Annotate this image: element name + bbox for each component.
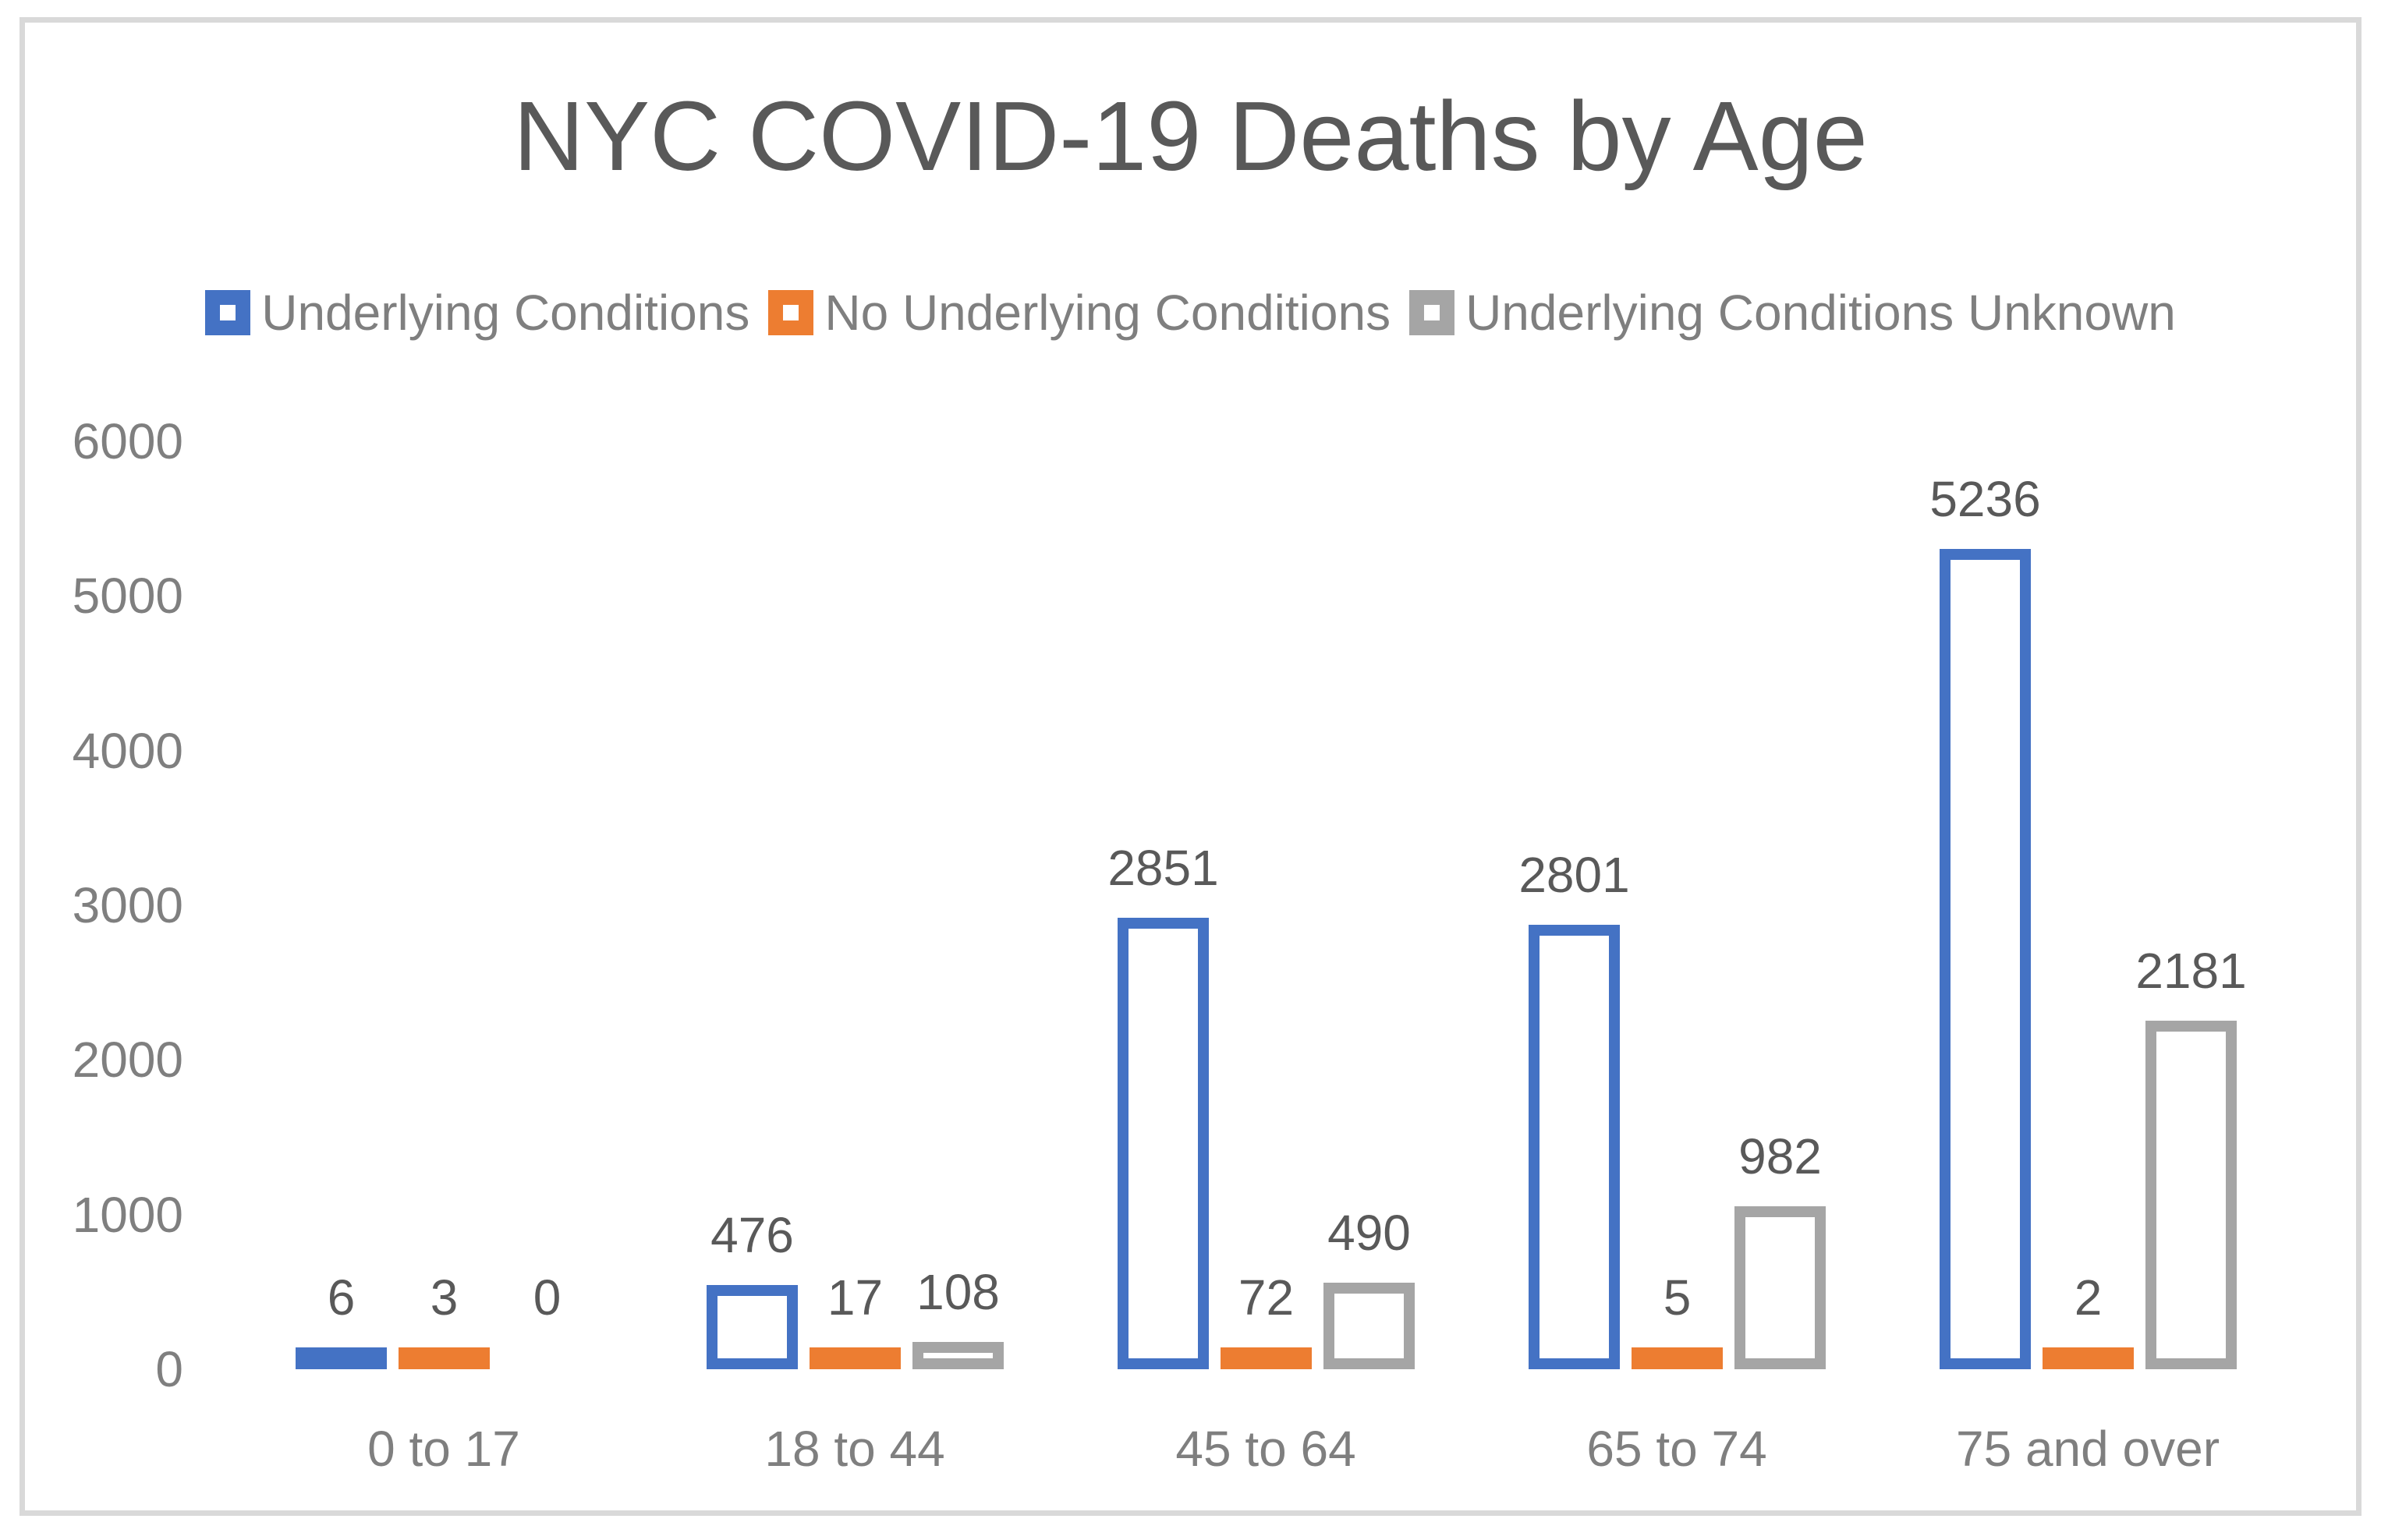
bar-no-underlying-conditions-18-to-44 (810, 1347, 901, 1369)
data-label: 2 (2074, 1269, 2103, 1326)
bar-no-underlying-conditions-45-to-64 (1221, 1347, 1312, 1369)
data-label: 476 (710, 1207, 794, 1263)
bar-underlying-conditions-18-to-44 (707, 1285, 798, 1369)
data-label: 3 (430, 1269, 459, 1326)
bar-underlying-conditions-unknown-75-and-over (2145, 1021, 2237, 1369)
data-label: 2801 (1518, 847, 1630, 903)
chart-border (19, 17, 2362, 1516)
legend-swatch-icon (205, 290, 251, 335)
legend-label-underlying-conditions-unknown: Underlying Conditions Unknown (1465, 285, 2176, 341)
data-label: 72 (1238, 1269, 1295, 1326)
legend-swatch-icon (1409, 290, 1455, 335)
data-label: 490 (1327, 1205, 1411, 1261)
x-axis-category-label: 0 to 17 (367, 1421, 520, 1477)
bar-no-underlying-conditions-75-and-over (2043, 1347, 2134, 1369)
data-label: 0 (533, 1269, 562, 1326)
y-axis-tick-label: 4000 (72, 722, 183, 779)
y-axis-tick-label: 1000 (72, 1186, 183, 1243)
data-label: 108 (916, 1264, 1000, 1320)
legend-label-no-underlying-conditions: No Underlying Conditions (824, 285, 1391, 341)
bar-underlying-conditions-unknown-45-to-64 (1323, 1283, 1415, 1369)
legend-item-underlying-conditions: Underlying Conditions (205, 287, 749, 338)
x-axis-category-label: 18 to 44 (764, 1421, 945, 1477)
data-label: 5236 (1929, 471, 2041, 527)
bar-underlying-conditions-65-to-74 (1529, 925, 1620, 1369)
x-axis-category-label: 45 to 64 (1175, 1421, 1356, 1477)
bar-no-underlying-conditions-65-to-74 (1632, 1347, 1723, 1369)
y-axis-tick-label: 6000 (72, 413, 183, 469)
bar-no-underlying-conditions-0-to-17 (399, 1347, 490, 1369)
bar-underlying-conditions-0-to-17 (296, 1347, 387, 1369)
bar-underlying-conditions-45-to-64 (1118, 918, 1209, 1369)
x-axis-category-label: 65 to 74 (1586, 1421, 1767, 1477)
legend: Underlying Conditions No Underlying Cond… (0, 287, 2381, 338)
legend-label-underlying-conditions: Underlying Conditions (261, 285, 750, 341)
x-axis-category-label: 75 and over (1955, 1421, 2220, 1477)
data-label: 5 (1663, 1269, 1692, 1326)
bar-underlying-conditions-unknown-18-to-44 (912, 1342, 1004, 1369)
data-label: 17 (827, 1269, 884, 1326)
data-label: 2851 (1107, 840, 1219, 896)
legend-swatch-icon (768, 290, 814, 335)
y-axis-tick-label: 5000 (72, 568, 183, 625)
y-axis-tick-label: 3000 (72, 877, 183, 933)
y-axis-tick-label: 2000 (72, 1032, 183, 1089)
data-label: 6 (327, 1269, 356, 1326)
legend-item-no-underlying-conditions: No Underlying Conditions (768, 287, 1391, 338)
data-label: 2181 (2135, 943, 2247, 999)
data-label: 982 (1738, 1128, 1822, 1184)
bar-underlying-conditions-75-and-over (1940, 549, 2031, 1369)
bar-underlying-conditions-unknown-65-to-74 (1734, 1206, 1826, 1369)
chart-title: NYC COVID-19 Deaths by Age (513, 81, 1868, 191)
y-axis-tick-label: 0 (155, 1341, 183, 1397)
legend-item-underlying-conditions-unknown: Underlying Conditions Unknown (1409, 287, 2176, 338)
